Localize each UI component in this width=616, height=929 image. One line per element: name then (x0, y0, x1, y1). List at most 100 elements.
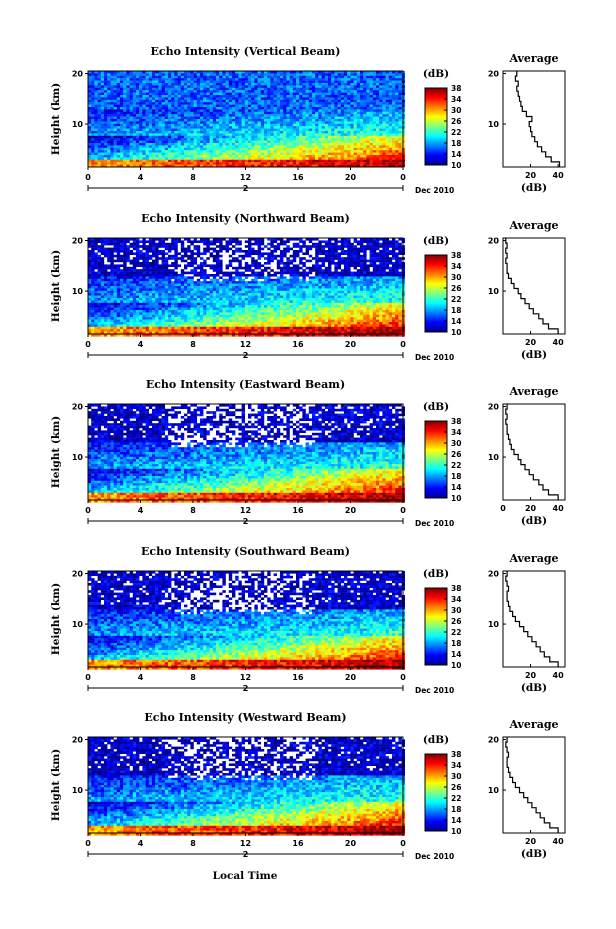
avg-x-tick-label: 40 (553, 837, 565, 846)
x-tick-label: 20 (345, 340, 357, 349)
colorbar-tick-label: 10 (451, 494, 461, 503)
panel-title: Echo Intensity (Northward Beam) (141, 212, 350, 225)
x-tick-label: 4 (138, 173, 144, 182)
x-tick-label: 0 (400, 673, 406, 682)
average-title: Average (508, 52, 558, 65)
average-frame (503, 71, 565, 167)
colorbar-tick-label: 26 (451, 284, 461, 293)
y-tick-label: 20 (72, 570, 84, 579)
x-tick-label: 16 (292, 673, 304, 682)
x-tick-label: 4 (138, 340, 144, 349)
colorbar-tick-label: 34 (451, 595, 461, 604)
date-label: Dec 2010 (415, 852, 454, 861)
heatmap-field (88, 238, 405, 337)
date-label: Dec 2010 (415, 519, 454, 528)
panel-title: Echo Intensity (Vertical Beam) (150, 45, 340, 58)
colorbar-unit: (dB) (423, 568, 449, 580)
heatmap-field (88, 737, 405, 836)
day-label: 2 (243, 517, 249, 526)
x-tick-label: 0 (85, 673, 91, 682)
colorbar-tick-label: 10 (451, 161, 461, 170)
y-axis-label: Height (km) (50, 416, 62, 488)
avg-x-tick-label: 20 (525, 171, 537, 180)
average-frame (503, 571, 565, 667)
colorbar-tick-label: 22 (451, 628, 461, 637)
colorbar-tick-label: 26 (451, 450, 461, 459)
average-xlabel: (dB) (521, 515, 547, 527)
colorbar-tick-label: 34 (451, 95, 461, 104)
panel-title: Echo Intensity (Westward Beam) (144, 711, 346, 724)
x-tick-label: 16 (292, 839, 304, 848)
average-title: Average (508, 552, 558, 565)
panel-5: Echo Intensity (Westward Beam)1020Height… (50, 711, 565, 861)
colorbar-tick-label: 38 (451, 750, 461, 759)
avg-x-tick-label: 20 (525, 671, 537, 680)
colorbar-tick-label: 14 (451, 650, 461, 659)
y-axis-label: Height (km) (50, 583, 62, 655)
day-label: 2 (243, 351, 249, 360)
avg-y-tick-label: 10 (488, 620, 500, 629)
y-axis-label: Height (km) (50, 83, 62, 155)
colorbar-tick-label: 18 (451, 639, 461, 648)
colorbar-tick-label: 34 (451, 428, 461, 437)
y-tick-label: 20 (72, 237, 84, 246)
colorbar-unit: (dB) (423, 401, 449, 413)
x-tick-label: 20 (345, 673, 357, 682)
colorbar-tick-label: 14 (451, 816, 461, 825)
colorbar (425, 754, 447, 831)
colorbar-unit: (dB) (423, 734, 449, 746)
avg-y-tick-label: 10 (488, 287, 500, 296)
colorbar-tick-label: 38 (451, 584, 461, 593)
colorbar-tick-label: 14 (451, 317, 461, 326)
colorbar-unit: (dB) (423, 68, 449, 80)
avg-y-tick-label: 10 (488, 120, 500, 129)
x-tick-label: 8 (190, 173, 196, 182)
y-axis-label: Height (km) (50, 250, 62, 322)
colorbar-tick-label: 30 (451, 106, 461, 115)
colorbar-tick-label: 22 (451, 295, 461, 304)
x-tick-label: 16 (292, 506, 304, 515)
avg-x-tick-label: 40 (553, 504, 565, 513)
x-axis-label: Local Time (213, 870, 278, 882)
x-tick-label: 20 (345, 839, 357, 848)
date-label: Dec 2010 (415, 353, 454, 362)
colorbar-tick-label: 18 (451, 306, 461, 315)
y-tick-label: 20 (72, 736, 84, 745)
colorbar-tick-label: 22 (451, 128, 461, 137)
panel-2: Echo Intensity (Northward Beam) 10 20 Heigh… (50, 212, 565, 362)
x-tick-label: 8 (190, 506, 196, 515)
colorbar (425, 421, 447, 498)
panel-title: Echo Intensity (Eastward Beam) (146, 378, 345, 391)
colorbar-tick-label: 10 (451, 827, 461, 836)
x-tick-label: 0 (85, 173, 91, 182)
colorbar-tick-label: 18 (451, 139, 461, 148)
x-tick-label: 16 (292, 340, 304, 349)
colorbar-tick-label: 10 (451, 328, 461, 337)
y-tick-label: 20 (72, 70, 84, 79)
avg-x-tick-label: 40 (553, 171, 565, 180)
colorbar-tick-label: 26 (451, 783, 461, 792)
avg-x-tick-label: 40 (553, 671, 565, 680)
colorbar-tick-label: 22 (451, 794, 461, 803)
panel-title: Echo Intensity (Southward Beam) (141, 545, 350, 558)
heatmap-field (88, 404, 405, 503)
x-tick-label: 0 (400, 506, 406, 515)
x-tick-label: 0 (400, 839, 406, 848)
y-tick-label: 10 (72, 453, 84, 462)
colorbar-tick-label: 18 (451, 472, 461, 481)
x-tick-label: 20 (345, 506, 357, 515)
colorbar-tick-label: 34 (451, 761, 461, 770)
colorbar-tick-label: 26 (451, 617, 461, 626)
average-frame (503, 404, 565, 500)
colorbar (425, 88, 447, 165)
colorbar-tick-label: 14 (451, 483, 461, 492)
colorbar-tick-label: 30 (451, 606, 461, 615)
colorbar-tick-label: 38 (451, 251, 461, 260)
avg-x-tick-label: 0 (500, 504, 506, 513)
average-xlabel: (dB) (521, 848, 547, 860)
colorbar-tick-label: 30 (451, 772, 461, 781)
average-frame (503, 238, 565, 334)
colorbar-tick-label: 38 (451, 84, 461, 93)
x-tick-label: 8 (190, 673, 196, 682)
x-tick-label: 8 (190, 839, 196, 848)
